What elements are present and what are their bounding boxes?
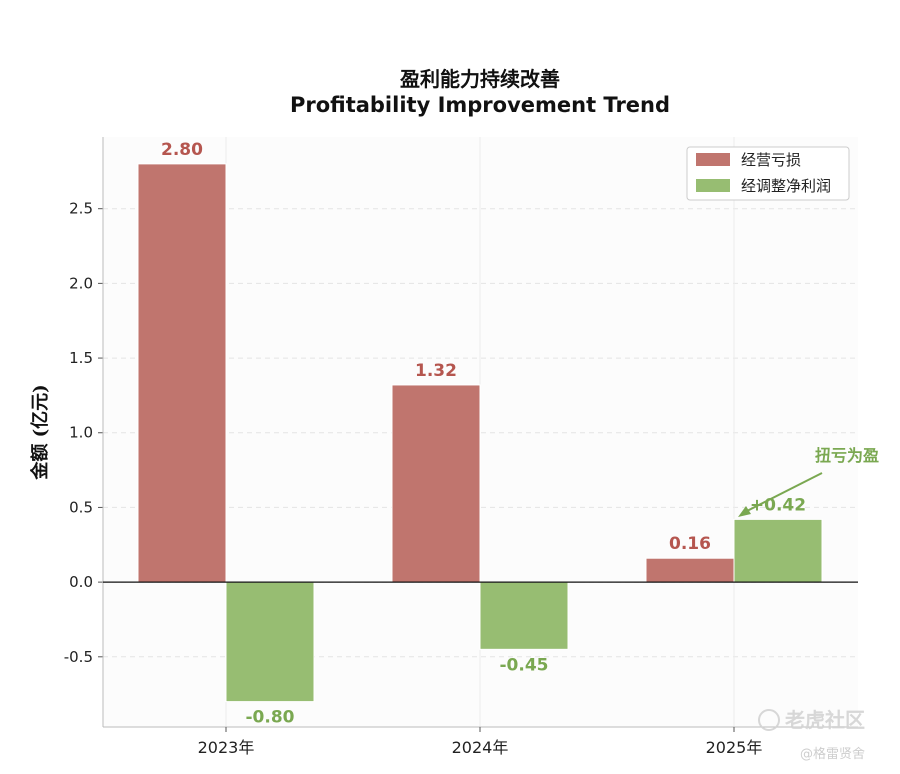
annotation-arrow-line — [744, 472, 823, 513]
annotation-text: 扭亏为盈 — [815, 446, 879, 465]
y-tick-label: 1.5 — [69, 349, 93, 367]
x-tick-label: 2024年 — [452, 738, 509, 757]
bar-layer — [137, 163, 823, 703]
annotation: 扭亏为盈 — [738, 446, 879, 517]
bar[interactable] — [225, 581, 315, 703]
chart-title: 盈利能力持续改善 — [399, 67, 560, 91]
legend-label-adjusted-net-profit: 经调整净利润 — [741, 177, 831, 195]
legend-swatch-operating-loss — [696, 153, 730, 166]
data-label: 0.16 — [669, 534, 711, 554]
data-label: 2.80 — [161, 140, 203, 160]
y-tick-label: 2.5 — [69, 200, 93, 218]
y-tick-label: 2.0 — [69, 274, 93, 292]
watermark-text: 老虎社区 — [785, 708, 865, 732]
y-axis-label: 金额 (亿元) — [29, 384, 51, 480]
y-tick-label: -0.5 — [64, 648, 93, 666]
bar[interactable] — [479, 581, 569, 650]
annotation-arrowhead — [738, 506, 751, 517]
legend[interactable]: 经营亏损 经调整净利润 — [686, 146, 850, 201]
legend-label-operating-loss: 经营亏损 — [741, 151, 801, 169]
watermark-logo-icon — [758, 709, 780, 731]
bar[interactable] — [733, 518, 823, 583]
chart-subtitle: Profitability Improvement Trend — [290, 93, 670, 117]
data-label: -0.80 — [246, 708, 295, 728]
watermark: 老虎社区 @格雷贤舍 — [758, 708, 865, 762]
data-label: 1.32 — [415, 361, 457, 381]
data-label: -0.45 — [500, 655, 549, 675]
bar[interactable] — [645, 557, 735, 583]
bar[interactable] — [391, 384, 481, 583]
x-tick-label: 2023年 — [198, 738, 255, 757]
y-tick-label: 0.5 — [69, 498, 93, 516]
watermark-handle: @格雷贤舍 — [800, 746, 865, 762]
y-tick-label: 1.0 — [69, 424, 93, 442]
x-tick-label: 2025年 — [706, 738, 763, 757]
label-layer: 2.80 1.32 0.16 -0.80 -0.45 +0.42 — [161, 140, 806, 728]
legend-swatch-adjusted-net-profit — [696, 179, 730, 192]
axis-layer: -0.5 0.0 0.5 1.0 1.5 2.0 2.5 2023年 2024年 2025年 — [64, 137, 858, 757]
y-tick-label: 0.0 — [69, 573, 93, 591]
bar[interactable] — [137, 163, 227, 583]
data-label: +0.42 — [750, 495, 806, 515]
